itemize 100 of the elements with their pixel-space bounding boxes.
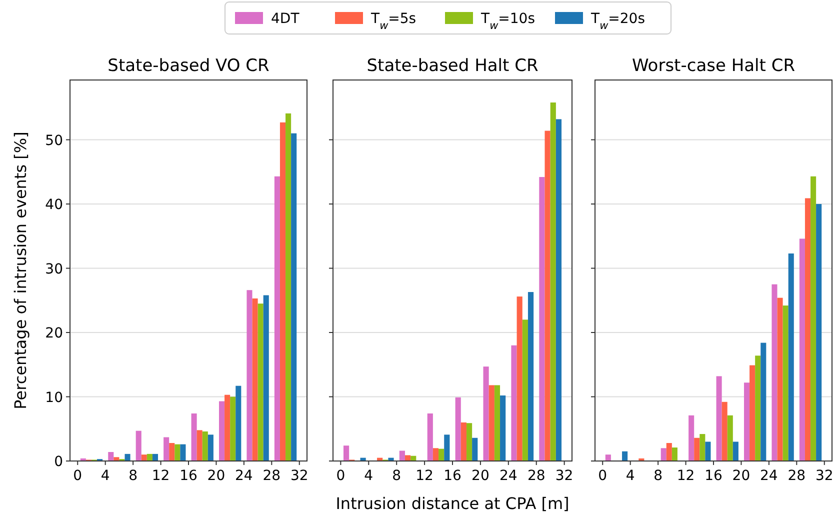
bar [500, 395, 506, 461]
bar [494, 385, 500, 461]
x-tick-label: 24 [760, 468, 778, 484]
bar [732, 442, 738, 461]
bar [286, 113, 292, 461]
bar [224, 394, 230, 461]
x-tick-label: 20 [732, 468, 750, 484]
bar [550, 102, 556, 461]
legend-label: T$_{w}$=20s [590, 11, 645, 32]
y-tick-label: 10 [45, 390, 63, 406]
x-tick-label: 32 [555, 468, 574, 484]
bar [169, 443, 175, 461]
x-tick-label: 0 [73, 468, 82, 484]
bar [236, 386, 242, 461]
bar [404, 455, 411, 461]
bar [208, 434, 214, 461]
x-tick-label: 32 [290, 468, 308, 484]
x-tick-label: 12 [416, 468, 434, 484]
bar [191, 413, 197, 461]
x-tick-label: 28 [788, 468, 806, 484]
bar [230, 396, 236, 461]
bar [218, 401, 225, 461]
x-tick-label: 24 [235, 468, 253, 484]
bar [427, 413, 433, 461]
x-tick-label: 8 [654, 468, 663, 484]
bar [544, 130, 550, 461]
x-tick-label: 0 [336, 468, 346, 484]
bar [816, 204, 822, 461]
x-tick-label: 12 [152, 468, 170, 484]
bar [196, 430, 202, 461]
bar [164, 437, 170, 461]
legend-label: T$_{w}$=5s [370, 11, 416, 32]
bar [810, 176, 816, 461]
bar [688, 415, 694, 461]
bar [343, 446, 350, 461]
bar [727, 415, 733, 461]
x-tick-label: 28 [527, 468, 546, 484]
bar [760, 342, 766, 461]
legend-label: 4DT [271, 11, 300, 27]
x-tick-label: 8 [128, 468, 138, 484]
y-tick-label: 40 [45, 197, 63, 213]
bar [136, 430, 142, 461]
bar [672, 448, 678, 461]
bar [246, 290, 252, 461]
x-tick-label: 16 [180, 468, 198, 484]
bar [622, 451, 628, 461]
bar [114, 457, 120, 461]
bar [258, 304, 264, 461]
bar [455, 397, 461, 461]
x-tick-label: 16 [704, 468, 722, 484]
x-tick-label: 0 [598, 468, 608, 484]
bar [694, 438, 700, 461]
x-tick-label: 4 [100, 468, 110, 484]
bar [605, 454, 611, 461]
bar [539, 177, 545, 461]
bar [202, 431, 208, 461]
bar [472, 438, 478, 461]
bar [528, 292, 534, 461]
bar [722, 402, 728, 461]
bar [755, 356, 761, 461]
x-tick-label: 24 [499, 468, 518, 484]
bar [146, 454, 152, 461]
bar [788, 253, 794, 461]
bar [444, 434, 450, 461]
bar [782, 306, 788, 461]
y-tick-label: 20 [45, 326, 63, 342]
bar [108, 452, 114, 461]
bar [666, 443, 672, 461]
bar [432, 448, 439, 461]
bar [511, 345, 517, 461]
chart-title: State-based VO CR [108, 56, 270, 76]
legend-label: T$_{w}$=10s [480, 11, 535, 32]
bar [263, 295, 269, 461]
y-tick-label: 50 [45, 132, 63, 149]
bar [772, 284, 778, 461]
bar [141, 454, 147, 461]
bar [799, 238, 805, 461]
bar [750, 365, 756, 461]
bar [152, 454, 158, 461]
bar [777, 298, 783, 461]
bar [466, 423, 472, 461]
bar [438, 448, 444, 461]
bar [488, 385, 494, 461]
bar [700, 434, 706, 461]
bar [804, 198, 811, 461]
bar [274, 176, 280, 461]
y-tick-label: 0 [54, 454, 63, 470]
bar [556, 119, 562, 461]
x-axis-title: Intrusion distance at CPA [m] [336, 494, 570, 513]
bar [522, 320, 528, 461]
bar [660, 448, 666, 461]
x-tick-label: 4 [364, 468, 374, 484]
x-tick-label: 32 [815, 468, 834, 484]
bar [291, 133, 297, 461]
bar [280, 122, 286, 461]
bar [705, 442, 711, 461]
x-tick-label: 28 [262, 468, 281, 484]
bar [460, 422, 466, 461]
bar [174, 444, 180, 461]
bar [180, 444, 186, 461]
